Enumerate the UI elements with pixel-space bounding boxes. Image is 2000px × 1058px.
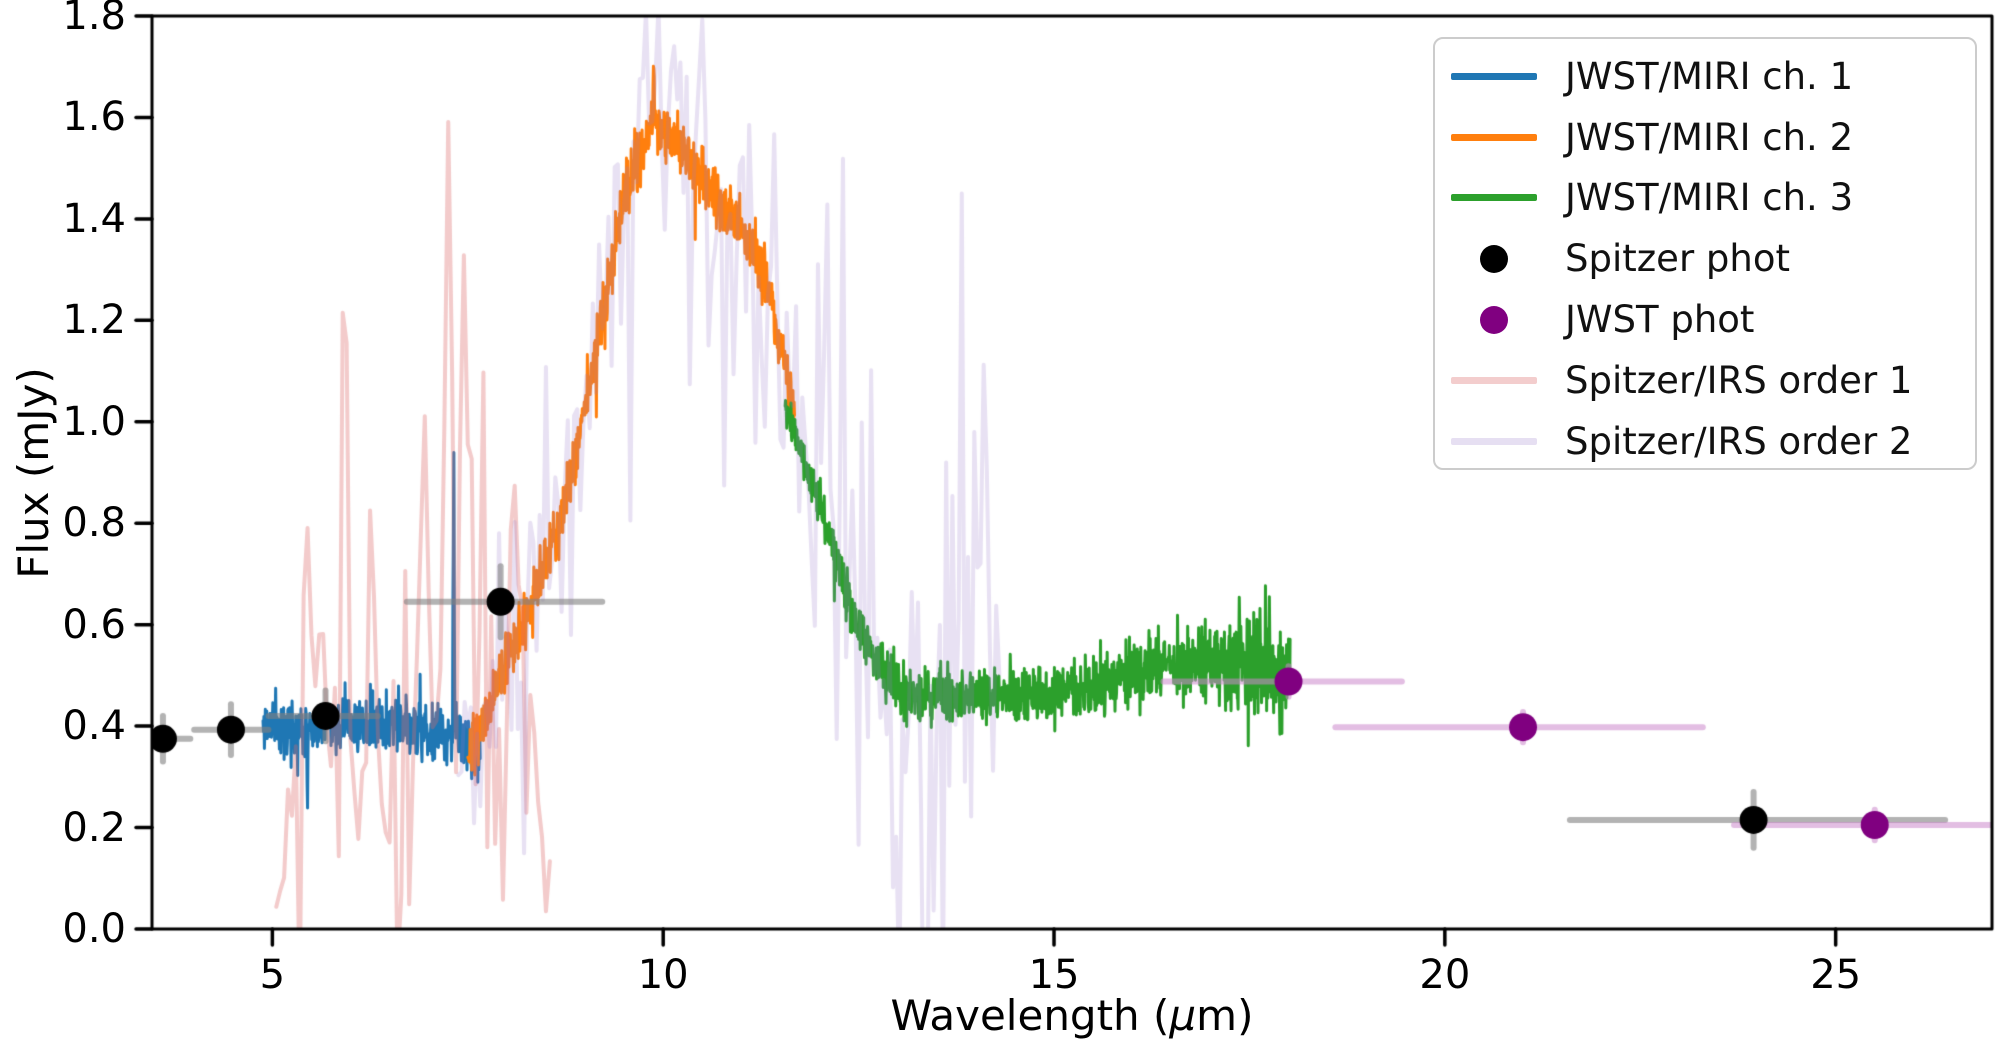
legend-label: JWST/MIRI ch. 3 (1565, 176, 1854, 220)
y-tick-label-0.6: 0.6 (62, 601, 126, 648)
x-axis-label: Wavelength (μm) (872, 988, 1272, 1044)
y-axis-label: Flux (mJy) (9, 367, 58, 579)
line-swatch-icon (1451, 133, 1537, 141)
mu-symbol: μ (1169, 991, 1197, 1040)
x-tick-label-5: 5 (259, 952, 286, 998)
line-swatch-icon (1451, 72, 1537, 80)
legend-label: Spitzer/IRS order 1 (1565, 358, 1913, 402)
y-tick-label-0.4: 0.4 (62, 703, 126, 750)
legend-line-sample (1451, 72, 1537, 80)
legend-item-4: Spitzer phot (1435, 228, 1975, 289)
dot-swatch-icon (1480, 244, 1508, 273)
dot-swatch-icon (1480, 305, 1508, 334)
legend-line-sample (1451, 133, 1537, 141)
x-tick-label-10: 10 (637, 952, 689, 998)
legend-line-sample (1451, 376, 1537, 384)
legend-item-7: Spitzer/IRS order 2 (1435, 411, 1975, 472)
legend-line-sample (1451, 437, 1537, 445)
legend-label: JWST/MIRI ch. 2 (1565, 115, 1854, 159)
y-tick-label-1.8: 1.8 (62, 0, 126, 39)
legend-marker-sample (1451, 305, 1537, 334)
line-swatch-icon (1451, 437, 1537, 445)
y-tick-label-0.2: 0.2 (62, 804, 126, 851)
legend-label: Spitzer/IRS order 2 (1565, 419, 1913, 463)
y-tick-label-1.2: 1.2 (62, 297, 126, 344)
x-tick-label-20: 20 (1419, 952, 1471, 998)
legend-label: JWST/MIRI ch. 1 (1565, 54, 1854, 98)
legend-item-5: JWST phot (1435, 289, 1975, 350)
line-swatch-icon (1451, 376, 1537, 384)
y-tick-label-0.8: 0.8 (62, 500, 126, 547)
legend-marker-sample (1451, 244, 1537, 273)
line-swatch-icon (1451, 194, 1537, 202)
x-axis-label-suffix: m) (1196, 991, 1254, 1040)
legend-box: JWST/MIRI ch. 1 JWST/MIRI ch. 2 JWST/MIRI … (1433, 37, 1977, 470)
y-tick-label-1.0: 1.0 (62, 398, 126, 445)
y-tick-label-1.4: 1.4 (62, 195, 126, 242)
legend-label: JWST phot (1565, 298, 1755, 342)
x-tick-label-25: 25 (1810, 952, 1862, 998)
x-axis-label-prefix: Wavelength ( (890, 991, 1170, 1040)
x-tick-label-15: 15 (1028, 952, 1080, 998)
y-tick-label-0.0: 0.0 (62, 906, 126, 952)
legend-item-2: JWST/MIRI ch. 2 (1435, 107, 1975, 168)
legend-label: Spitzer phot (1565, 237, 1790, 281)
legend-line-sample (1451, 194, 1537, 202)
y-tick-label-1.6: 1.6 (62, 94, 126, 141)
legend-item-1: JWST/MIRI ch. 1 (1435, 46, 1975, 107)
legend-item-6: Spitzer/IRS order 1 (1435, 350, 1975, 411)
legend-item-3: JWST/MIRI ch. 3 (1435, 168, 1975, 229)
